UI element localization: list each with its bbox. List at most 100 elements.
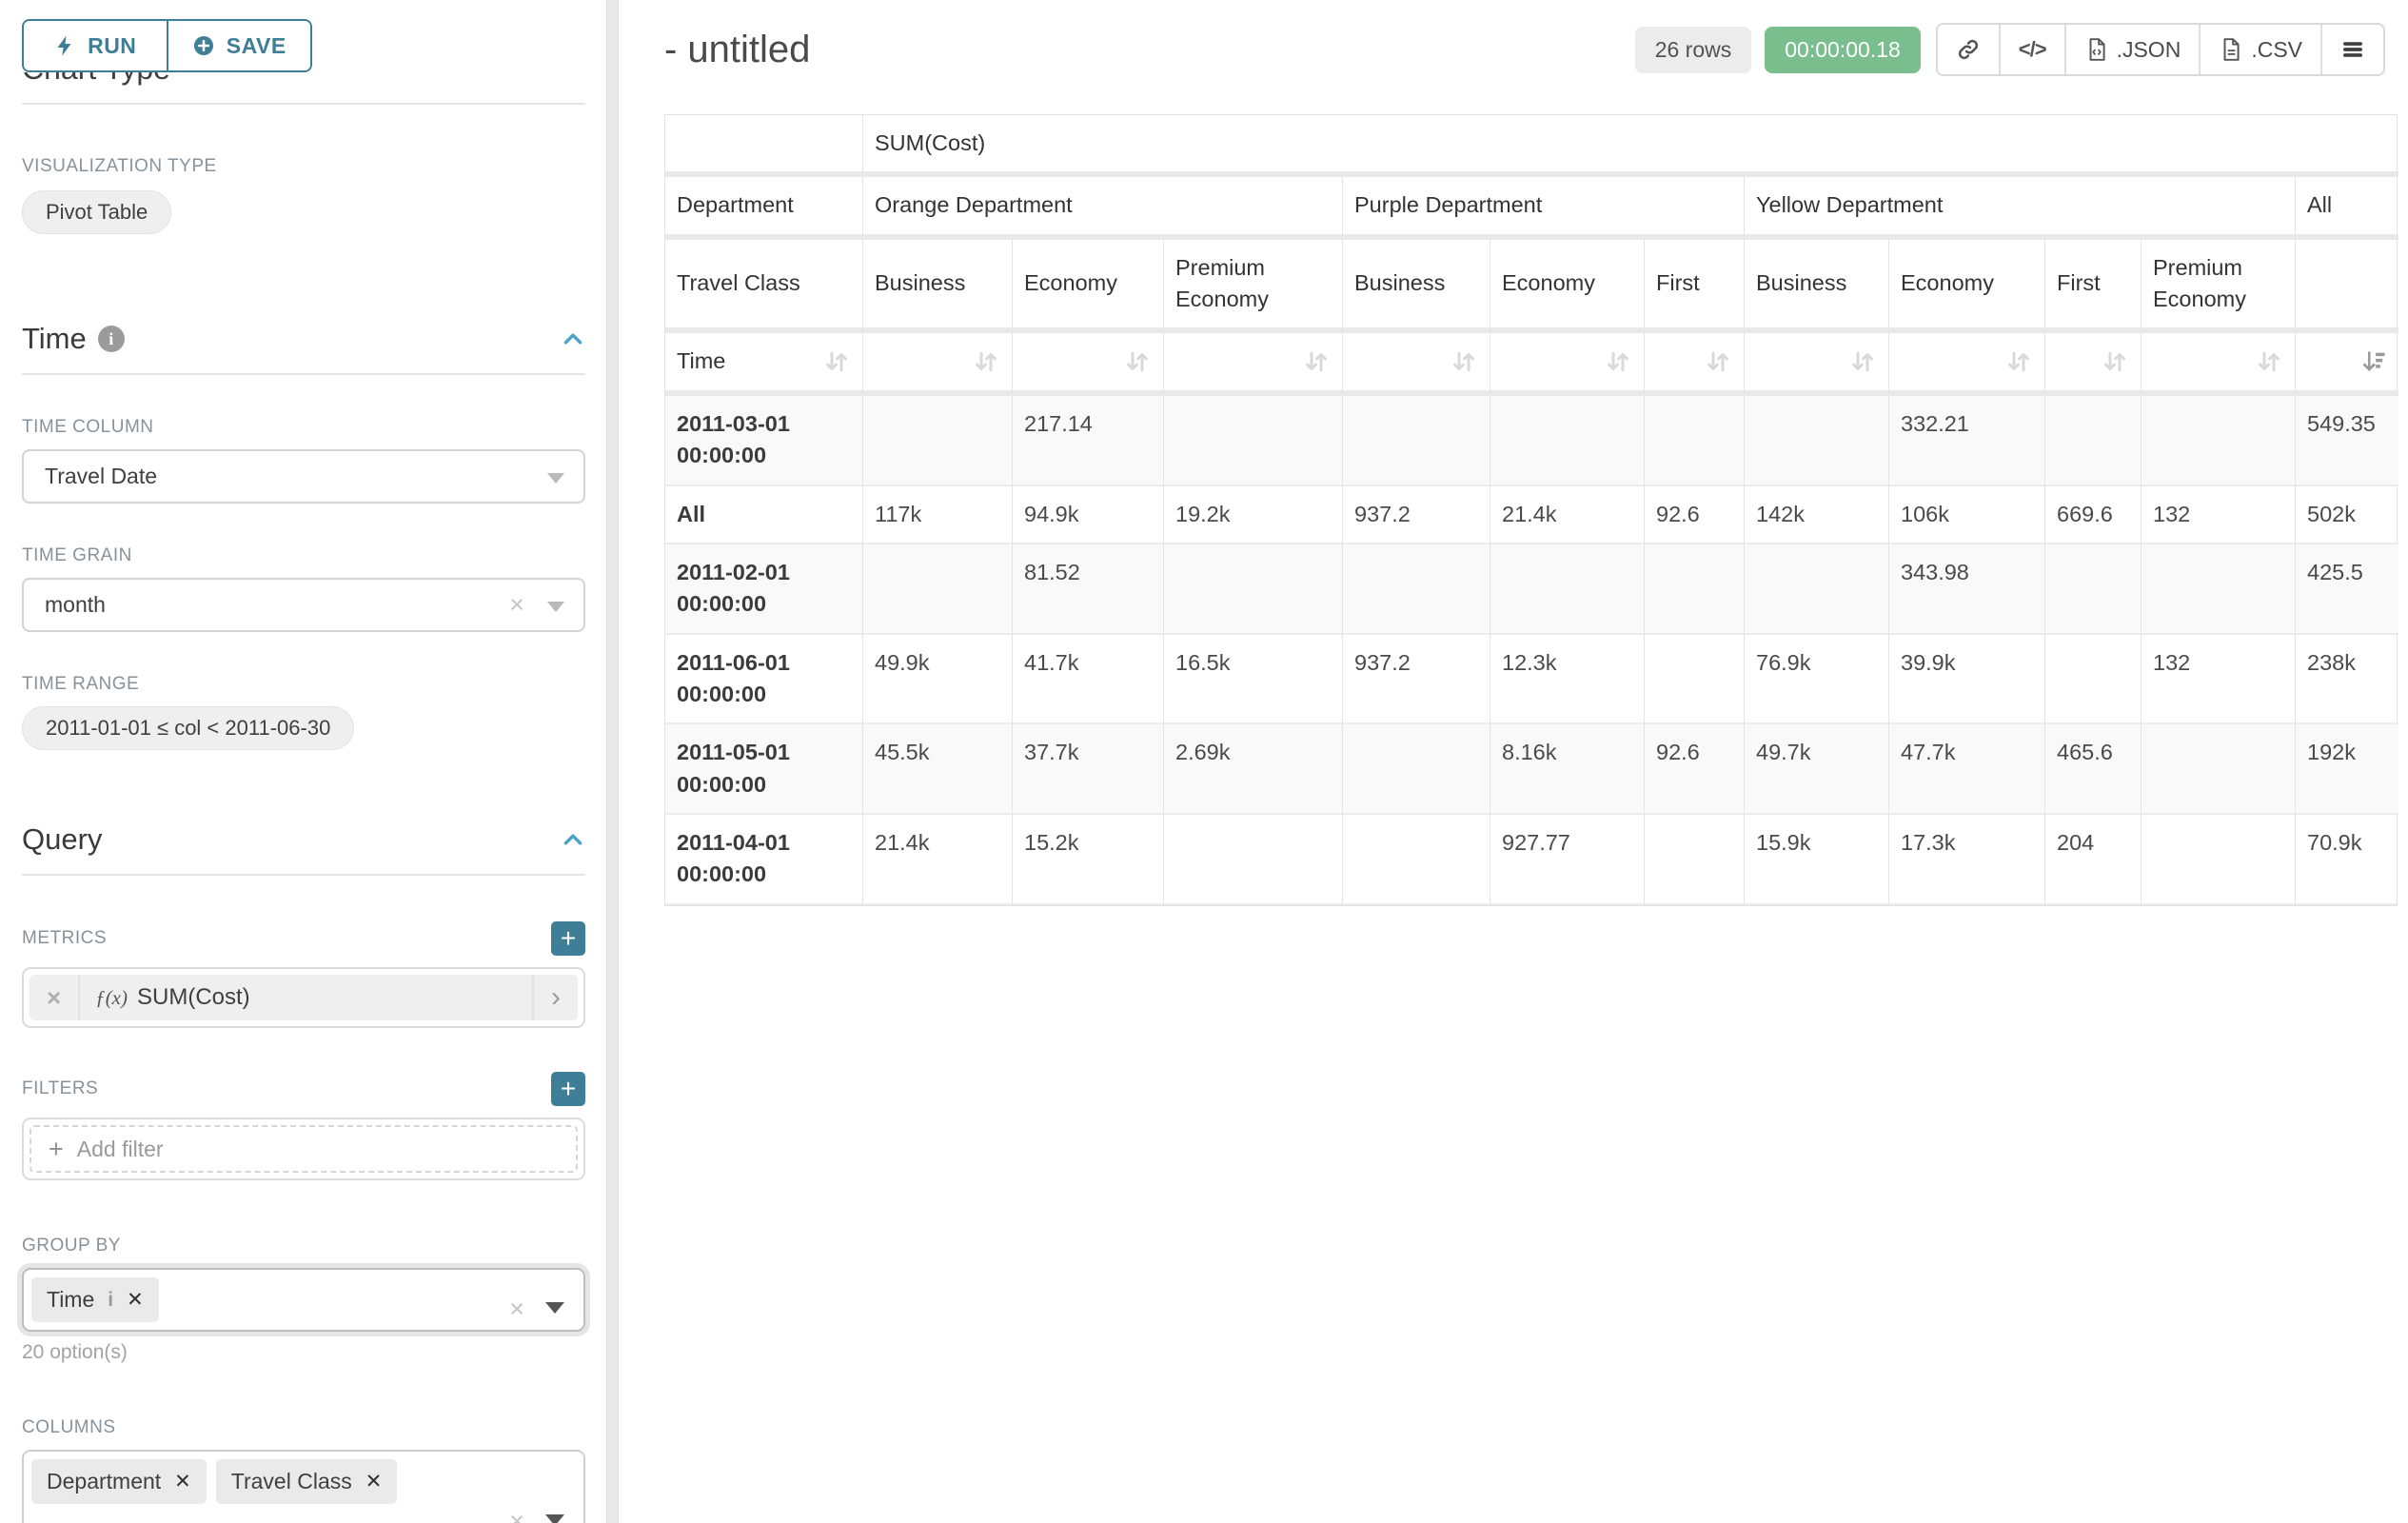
value-cell [1645,635,1745,725]
value-cell: 45.5k [863,724,1013,815]
view-query-button[interactable]: </> [1999,25,2064,74]
value-cell: 465.6 [2045,724,2142,815]
sort-header[interactable] [863,333,1013,395]
remove-metric-icon[interactable]: × [30,975,80,1020]
value-cell: 117k [863,486,1013,544]
value-cell: 332.21 [1889,396,2045,486]
sort-icon[interactable] [972,347,1000,376]
time-grain-select[interactable]: month × [22,578,585,632]
pivot-table-container: SUM(Cost)DepartmentOrange DepartmentPurp… [664,114,2398,906]
control-panel-sidebar: RUN SAVE Chart Type VISUALIZATION TYPE P… [0,0,606,1523]
export-json-button[interactable]: .JSON [2064,25,2200,74]
value-cell: 937.2 [1343,486,1490,544]
value-cell [1490,396,1645,486]
sort-icon[interactable] [2101,347,2129,376]
time-sort-header[interactable]: Time [665,333,863,395]
sort-icon[interactable] [1302,347,1331,376]
columns-select[interactable]: Department ✕ Travel Class ✕ × [22,1450,585,1523]
chart-title[interactable]: - untitled [664,29,810,71]
query-section-header: Query [22,822,585,857]
sort-desc-icon[interactable] [2359,347,2387,376]
plus-circle-icon [192,34,215,57]
sort-icon[interactable] [1704,347,1732,376]
time-column-select[interactable]: Travel Date [22,449,585,504]
metric-main[interactable]: ƒ(x) SUM(Cost) [80,975,532,1020]
chevron-up-icon[interactable] [561,326,585,351]
sort-header[interactable] [1745,333,1889,395]
sort-icon[interactable] [2255,347,2283,376]
save-button[interactable]: SAVE [167,21,311,70]
chevron-right-icon[interactable]: › [532,975,578,1020]
time-range-pill[interactable]: 2011-01-01 ≤ col < 2011-06-30 [22,706,354,750]
table-row: All117k94.9k19.2k937.221.4k92.6142k106k6… [665,486,2398,544]
sidebar-topbar: RUN SAVE [22,0,585,72]
chart-header: - untitled 26 rows 00:00:00.18 </> .JSON… [664,23,2408,76]
columns-chip-department[interactable]: Department ✕ [31,1459,207,1504]
time-range-label: TIME RANGE [22,674,585,695]
chevron-up-icon[interactable] [561,827,585,852]
clear-icon[interactable]: × [509,1295,524,1324]
clear-icon[interactable]: × [509,589,524,619]
explore-view: RUN SAVE Chart Type VISUALIZATION TYPE P… [0,0,2408,1523]
sort-header[interactable] [1013,333,1164,395]
sort-header[interactable] [2045,333,2142,395]
sidebar-scrollbar-track[interactable] [606,0,619,1523]
sort-icon[interactable] [1604,347,1632,376]
clear-icon[interactable]: × [509,1507,524,1523]
run-button[interactable]: RUN [24,21,167,70]
share-link-button[interactable] [1938,25,1999,74]
remove-chip-icon[interactable]: ✕ [174,1470,191,1493]
group-by-select[interactable]: Time i ✕ × [22,1268,585,1332]
menu-button[interactable] [2320,25,2383,74]
remove-chip-icon[interactable]: ✕ [127,1288,144,1312]
value-cell [863,544,1013,635]
sort-icon[interactable] [1450,347,1478,376]
row-header: 2011-06-01 00:00:00 [665,635,863,725]
metric-pill[interactable]: × ƒ(x) SUM(Cost) › [30,975,578,1020]
add-filter-dropzone[interactable]: + Add filter [30,1125,578,1173]
value-cell [1164,815,1343,905]
divider [22,874,585,876]
sort-icon[interactable] [822,347,851,376]
sort-icon[interactable] [1123,347,1152,376]
value-cell: 21.4k [863,815,1013,905]
sort-header[interactable] [2296,333,2398,395]
sort-icon[interactable] [1848,347,1877,376]
sort-header[interactable] [2142,333,2296,395]
add-metric-button[interactable]: + [551,921,585,956]
value-cell [2045,396,2142,486]
value-cell: 21.4k [1490,486,1645,544]
value-cell: 132 [2142,486,2296,544]
sort-header[interactable] [1490,333,1645,395]
value-cell [1645,396,1745,486]
sort-header[interactable] [1164,333,1343,395]
add-filter-plus-button[interactable]: + [551,1072,585,1106]
column-header: Economy [1490,240,1645,334]
file-text-icon [2219,37,2243,62]
value-cell: 343.98 [1889,544,2045,635]
value-cell: 927.77 [1490,815,1645,905]
table-row: 2011-05-01 00:00:0045.5k37.7k2.69k8.16k9… [665,724,2398,815]
query-timer-badge: 00:00:00.18 [1765,27,1921,73]
time-section-header: Time i [22,322,585,356]
sort-icon[interactable] [2004,347,2033,376]
sort-header[interactable] [1645,333,1745,395]
value-cell: 238k [2296,635,2398,725]
group-by-chip-time[interactable]: Time i ✕ [31,1277,159,1322]
export-csv-button[interactable]: .CSV [2199,25,2320,74]
remove-chip-icon[interactable]: ✕ [365,1470,383,1493]
sort-header[interactable] [1889,333,2045,395]
export-json-label: .JSON [2117,37,2181,63]
value-cell: 94.9k [1013,486,1164,544]
row-dimension-header: Department [665,177,863,239]
divider [22,103,585,105]
visualization-type-pill[interactable]: Pivot Table [22,190,171,234]
value-cell: 70.9k [2296,815,2398,905]
value-cell: 49.7k [1745,724,1889,815]
value-cell: 8.16k [1490,724,1645,815]
columns-chip-travel-class[interactable]: Travel Class ✕ [216,1459,398,1504]
corner-cell [665,115,863,177]
value-cell [2142,815,2296,905]
sort-header[interactable] [1343,333,1490,395]
value-cell: 19.2k [1164,486,1343,544]
